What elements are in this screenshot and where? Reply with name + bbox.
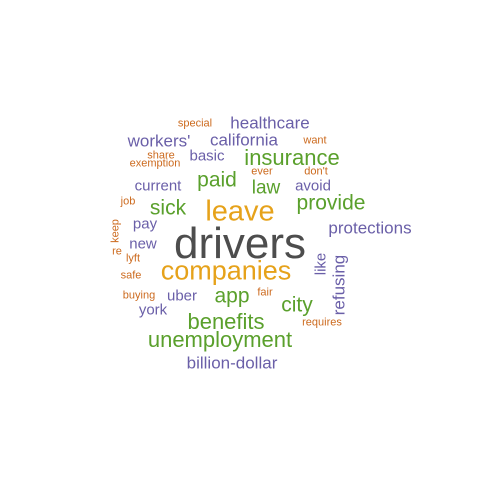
word-sick: sick	[149, 196, 187, 220]
word-california: california	[209, 130, 279, 150]
word-app: app	[214, 284, 250, 308]
word-buying: buying	[122, 289, 156, 302]
word-uber: uber	[166, 287, 198, 305]
word-city: city	[281, 293, 313, 317]
word-current: current	[134, 177, 182, 195]
word-want: want	[303, 134, 327, 147]
word-job: job	[120, 195, 136, 208]
word-re: re	[112, 245, 122, 258]
word-refusing: refusing	[329, 254, 349, 316]
word-unemployment: unemployment	[147, 327, 293, 352]
word-fair: fair	[257, 286, 273, 299]
word-companies: companies	[160, 255, 292, 286]
word-keep: keep	[109, 219, 122, 243]
word-york: york	[138, 301, 168, 319]
word-benefits: benefits	[187, 309, 265, 334]
word-don-t: don't	[304, 165, 328, 178]
word-insurance: insurance	[244, 145, 340, 170]
word-like: like	[312, 252, 330, 276]
word-leave: leave	[205, 195, 275, 228]
word-requires: requires	[302, 316, 342, 329]
word-special: special	[177, 117, 213, 130]
word-law: law	[251, 177, 281, 199]
word-lyft: lyft	[125, 252, 141, 265]
word-drivers: drivers	[173, 219, 307, 268]
word-share: share	[147, 149, 175, 162]
word-protections: protections	[328, 218, 412, 238]
word-paid: paid	[197, 168, 237, 192]
word-provide: provide	[296, 191, 366, 215]
word-pay: pay	[132, 215, 158, 233]
word-billion-dollar: billion-dollar	[186, 353, 278, 373]
word-exemption: exemption	[129, 157, 181, 170]
word-avoid: avoid	[295, 177, 331, 195]
word-safe: safe	[120, 269, 142, 282]
word-new: new	[129, 235, 157, 253]
word-basic: basic	[189, 147, 225, 165]
word-ever: ever	[251, 165, 273, 178]
word-workers: workers'	[127, 131, 191, 151]
word-healthcare: healthcare	[230, 113, 310, 133]
